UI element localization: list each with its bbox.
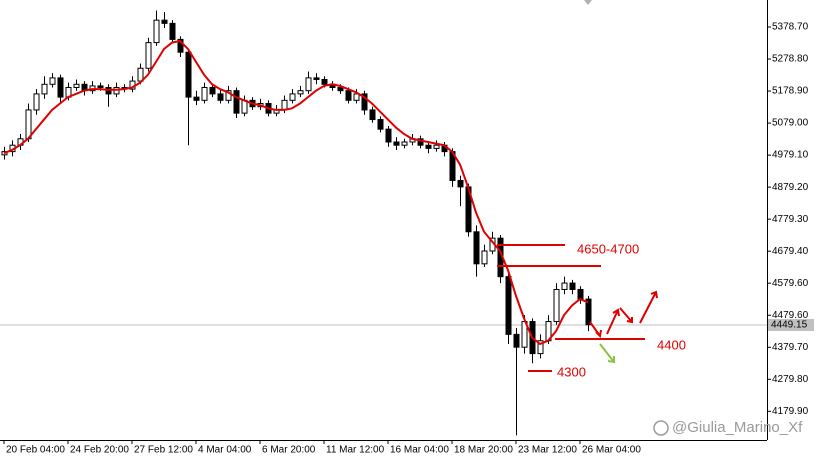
candle-body bbox=[209, 86, 216, 95]
y-tick-label: 4679.40 bbox=[772, 246, 809, 257]
x-tick-label: 11 Mar 12:00 bbox=[326, 445, 385, 456]
candle-body bbox=[177, 38, 184, 53]
candle-body bbox=[33, 93, 40, 111]
candle-body bbox=[49, 77, 56, 85]
arrow bbox=[639, 290, 658, 324]
shift-marker bbox=[584, 0, 592, 5]
y-tick-label: 4879.20 bbox=[772, 182, 809, 193]
arrow bbox=[589, 321, 602, 339]
plot-area bbox=[0, 10, 767, 436]
y-tick-label: 4179.90 bbox=[772, 406, 809, 417]
candle-body bbox=[233, 90, 240, 114]
candle-body bbox=[481, 250, 488, 265]
moving-average bbox=[3, 39, 589, 346]
y-tick-label: 4479.60 bbox=[772, 310, 809, 321]
candle-body bbox=[153, 19, 160, 44]
x-tick-label: 23 Mar 12:00 bbox=[518, 445, 577, 456]
arrow bbox=[606, 308, 620, 335]
candle-body bbox=[457, 179, 464, 188]
y-tick-label: 4579.60 bbox=[772, 278, 809, 289]
candle-body bbox=[473, 231, 480, 265]
candle-body bbox=[537, 340, 544, 355]
arrow bbox=[619, 307, 633, 324]
x-tick-label: 20 Feb 04:00 bbox=[6, 445, 65, 456]
candle-body bbox=[401, 141, 408, 146]
candle-body bbox=[225, 90, 232, 101]
candle-body bbox=[201, 86, 208, 101]
x-tick-label: 18 Mar 20:00 bbox=[454, 445, 513, 456]
y-tick-label: 5178.90 bbox=[772, 86, 809, 97]
candle-body bbox=[393, 141, 400, 146]
arrow bbox=[599, 343, 615, 364]
candle-body bbox=[57, 77, 64, 98]
candle-body bbox=[553, 288, 560, 323]
y-tick-label: 5079.00 bbox=[772, 118, 809, 129]
annotation-label: 4650-4700 bbox=[577, 241, 639, 256]
candle-body bbox=[369, 109, 376, 121]
candle-body bbox=[305, 77, 312, 92]
candle-body bbox=[97, 85, 104, 88]
candle-body bbox=[569, 282, 576, 290]
candle-body bbox=[25, 109, 32, 140]
x-tick-label: 27 Feb 12:00 bbox=[134, 445, 193, 456]
y-tick-label: 5378.70 bbox=[772, 22, 809, 33]
y-tick-label: 4979.10 bbox=[772, 150, 809, 161]
x-tick-label: 6 Mar 20:00 bbox=[262, 445, 316, 456]
candle-body bbox=[353, 93, 360, 101]
candle-body bbox=[297, 90, 304, 95]
candle-body bbox=[145, 42, 152, 69]
candle-body bbox=[361, 93, 368, 111]
annotation-label: 4300 bbox=[557, 364, 586, 379]
candle-body bbox=[217, 93, 224, 101]
y-tick-label: 4779.30 bbox=[772, 214, 809, 225]
current-price-box bbox=[768, 319, 814, 332]
candle-body bbox=[585, 298, 592, 326]
candle-body bbox=[321, 78, 328, 85]
current-price-label: 4449.15 bbox=[771, 320, 808, 331]
candle-body bbox=[433, 144, 440, 149]
candle-body bbox=[385, 128, 392, 143]
candle-body bbox=[505, 276, 512, 335]
candle-body bbox=[561, 282, 568, 290]
candle-body bbox=[577, 288, 584, 300]
x-tick-label: 16 Mar 04:00 bbox=[390, 445, 449, 456]
x-tick-label: 26 Mar 04:00 bbox=[582, 445, 641, 456]
candle-body bbox=[185, 51, 192, 98]
watermark: @Giulia_Marino_Xf bbox=[672, 419, 803, 436]
candle-body bbox=[161, 19, 168, 24]
candle-body bbox=[73, 83, 80, 88]
x-tick-label: 4 Mar 04:00 bbox=[198, 445, 252, 456]
watermark-icon bbox=[653, 420, 669, 436]
y-tick-label: 4379.70 bbox=[772, 342, 809, 353]
candle-body bbox=[425, 144, 432, 149]
candle-body bbox=[289, 93, 296, 101]
candle-body bbox=[513, 333, 520, 348]
candle-body bbox=[169, 22, 176, 40]
candle-body bbox=[193, 96, 200, 101]
candle-body bbox=[337, 86, 344, 92]
x-tick-label: 24 Feb 20:00 bbox=[70, 445, 129, 456]
annotation-label: 4400 bbox=[657, 337, 686, 352]
candle-body bbox=[377, 119, 384, 130]
annotations bbox=[497, 244, 658, 372]
candle-body bbox=[345, 90, 352, 101]
candle-body bbox=[41, 83, 48, 95]
y-tick-label: 5278.80 bbox=[772, 54, 809, 65]
y-tick-label: 4279.80 bbox=[772, 374, 809, 385]
candle-body bbox=[313, 77, 320, 80]
